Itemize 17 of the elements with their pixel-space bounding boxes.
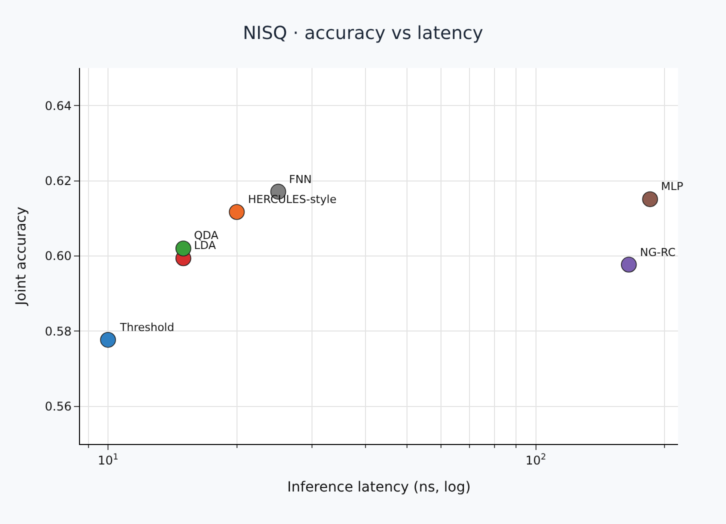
series-label: Threshold — [119, 321, 174, 334]
y-tick-label: 0.64 — [44, 98, 72, 113]
y-tick-label: 0.62 — [44, 174, 72, 188]
series-label: FNN — [289, 173, 312, 186]
x-tick-label: 10$^{2}$ — [525, 451, 546, 468]
x-axis-title: Inference latency (ns, log) — [287, 480, 471, 496]
series-label: LDA — [194, 239, 216, 252]
chart-title: NISQ · accuracy vs latency — [242, 22, 484, 44]
series-label: HERCULES-style — [248, 193, 337, 206]
x-tick-label: 10$^{1}$ — [98, 451, 118, 468]
y-tick-label: 0.56 — [44, 400, 72, 414]
series-label: NG-RC — [640, 246, 676, 259]
series-label: MLP — [661, 180, 684, 193]
series-label: QDA — [194, 229, 219, 242]
y-tick-label: 0.58 — [44, 324, 72, 338]
y-tick-label: 0.60 — [44, 249, 72, 264]
y-axis-title: Joint accuracy — [13, 206, 30, 306]
